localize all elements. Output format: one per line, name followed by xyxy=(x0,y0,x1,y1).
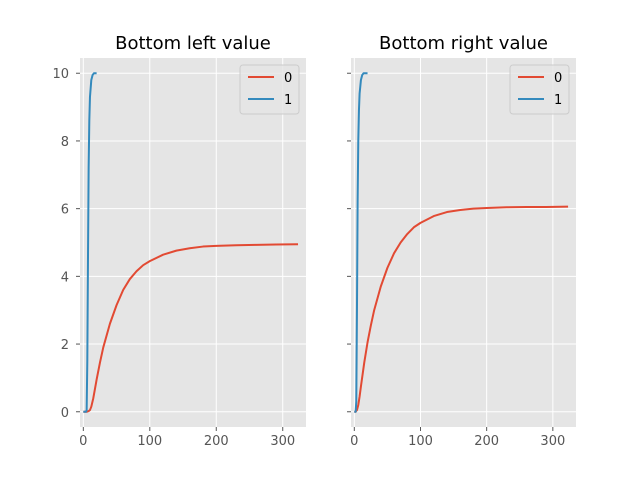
series-line-0 xyxy=(83,243,299,413)
chart-title: Bottom left value xyxy=(115,33,271,54)
x-tick-label: 200 xyxy=(474,434,499,449)
x-tick-label: 300 xyxy=(540,434,565,449)
y-tick-label: 6 xyxy=(61,203,69,218)
legend-label: 1 xyxy=(554,93,562,108)
x-tick-label: 100 xyxy=(408,434,433,449)
series-line-1 xyxy=(83,72,97,413)
y-tick-label: 2 xyxy=(61,338,69,353)
plot-area xyxy=(80,58,306,427)
chart-title: Bottom right value xyxy=(379,33,548,54)
legend-label: 0 xyxy=(284,71,292,86)
legend: 01 xyxy=(509,64,570,115)
x-tick-label: 100 xyxy=(137,434,162,449)
x-tick-label: 0 xyxy=(79,434,87,449)
y-tick-label: 0 xyxy=(61,406,69,421)
legend-label: 0 xyxy=(554,71,562,86)
x-tick-label: 0 xyxy=(350,434,358,449)
x-tick-label: 300 xyxy=(270,434,295,449)
legend-label: 1 xyxy=(284,93,292,108)
series-line-0 xyxy=(354,205,569,413)
series-line-1 xyxy=(354,72,368,413)
x-tick-label: 200 xyxy=(204,434,229,449)
plot-area xyxy=(351,58,576,427)
y-tick-label: 4 xyxy=(61,270,69,285)
y-tick-label: 8 xyxy=(61,135,69,150)
legend: 01 xyxy=(239,64,300,115)
y-tick-label: 10 xyxy=(52,67,69,82)
